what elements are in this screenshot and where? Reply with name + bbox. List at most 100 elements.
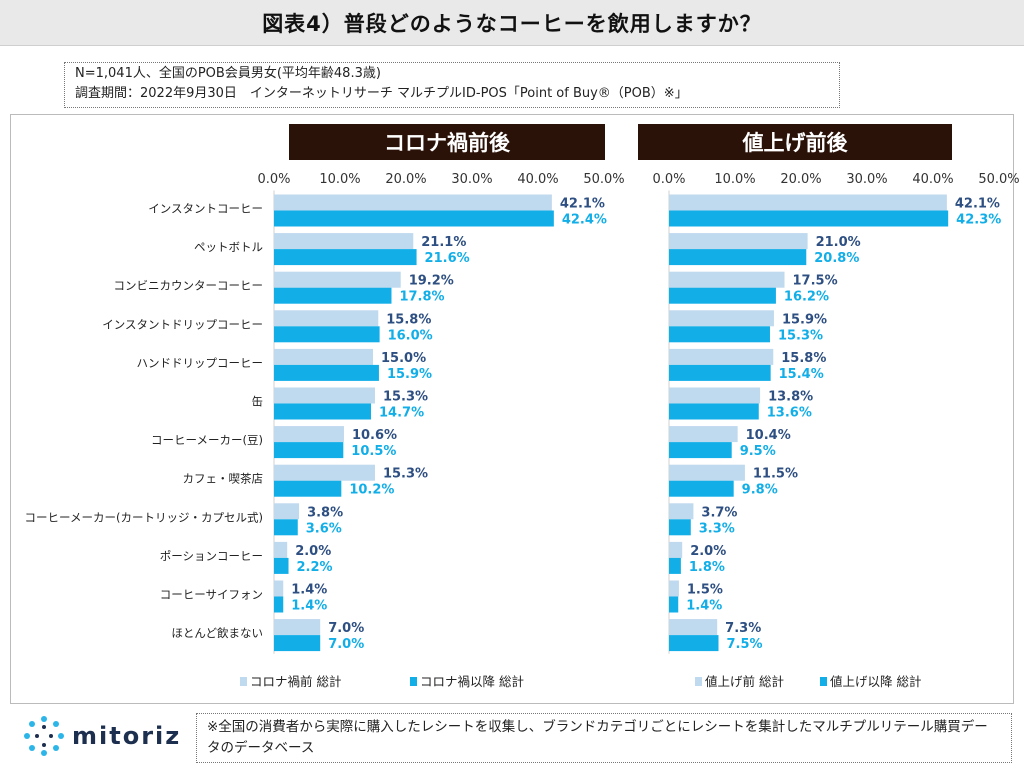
x-tick-label: 40.0% <box>517 172 558 187</box>
data-label: 3.6% <box>306 521 342 536</box>
data-label: 7.5% <box>727 637 763 652</box>
bar-after <box>274 403 372 420</box>
bar-before <box>274 541 288 558</box>
data-label: 15.8% <box>781 351 826 366</box>
bar-after <box>274 326 380 343</box>
bar-before <box>669 580 679 597</box>
data-label: 15.3% <box>383 467 428 482</box>
bar-before <box>669 194 947 211</box>
bar-after <box>274 596 284 613</box>
category-label: ハンドドリップコーヒー <box>137 356 264 370</box>
bar-after <box>669 557 681 574</box>
category-label: ペットボトル <box>194 240 263 254</box>
bar-after <box>274 210 554 227</box>
data-label: 17.5% <box>793 274 838 289</box>
data-label: 15.3% <box>778 328 823 343</box>
data-label: 1.8% <box>689 560 725 575</box>
x-tick-label: 30.0% <box>451 172 492 187</box>
bar-after <box>274 557 289 574</box>
bar-before <box>669 619 718 636</box>
data-label: 7.0% <box>328 637 364 652</box>
x-tick-label: 50.0% <box>978 172 1019 187</box>
data-label: 11.5% <box>753 467 798 482</box>
footnote: ※全国の消費者から実際に購入したレシートを収集し、ブランドカテゴリごとにレシート… <box>196 713 1012 763</box>
data-label: 19.2% <box>409 274 454 289</box>
bar-before <box>669 541 683 558</box>
data-label: 9.8% <box>742 483 778 498</box>
data-label: 15.9% <box>387 367 432 382</box>
panel-title: 値上げ前後 <box>742 131 849 155</box>
data-label: 14.7% <box>379 406 424 421</box>
data-label: 42.4% <box>562 213 607 228</box>
bar-before <box>669 348 774 365</box>
bar-after <box>669 249 807 266</box>
legend-swatch <box>820 677 827 686</box>
legend-swatch <box>240 677 247 686</box>
bar-before <box>274 580 284 597</box>
data-label: 10.2% <box>349 483 394 498</box>
data-label: 3.3% <box>699 521 735 536</box>
bar-before <box>274 348 373 365</box>
bar-before <box>669 387 761 404</box>
bar-after <box>274 635 321 652</box>
bar-after <box>669 442 732 459</box>
legend-entry: 値上げ以降 総計 <box>830 674 921 689</box>
bar-after <box>669 635 719 652</box>
data-label: 2.0% <box>690 544 726 559</box>
legend-swatch <box>695 677 702 686</box>
legend-entry: コロナ禍以降 総計 <box>420 674 524 689</box>
bar-before <box>669 271 785 288</box>
x-tick-label: 10.0% <box>714 172 755 187</box>
data-label: 1.5% <box>687 583 723 598</box>
mitoriz-logo: mitoriz <box>22 712 182 760</box>
x-tick-label: 0.0% <box>652 172 685 187</box>
data-label: 13.6% <box>767 406 812 421</box>
data-label: 2.2% <box>297 560 333 575</box>
data-label: 16.2% <box>784 290 829 305</box>
data-label: 7.0% <box>328 621 364 636</box>
data-label: 10.5% <box>351 444 396 459</box>
bar-after <box>669 287 776 304</box>
data-label: 42.3% <box>956 213 1001 228</box>
category-label: ほとんど飲まない <box>171 626 263 640</box>
panel-title: コロナ禍前後 <box>384 131 511 155</box>
x-tick-label: 10.0% <box>319 172 360 187</box>
category-label: 缶 <box>252 395 264 409</box>
bar-after <box>274 480 342 497</box>
bar-after <box>669 403 759 420</box>
data-label: 7.3% <box>725 621 761 636</box>
bar-after <box>669 519 691 536</box>
category-label: カフェ・喫茶店 <box>183 472 264 486</box>
survey-note-line-2: 調査期間：2022年9月30日 インターネットリサーチ マルチプルID-POS「… <box>75 86 688 101</box>
chart-canvas: インスタントコーヒーペットボトルコンビニカウンターコーヒーインスタントドリップコ… <box>24 124 1020 689</box>
data-label: 3.7% <box>701 505 737 520</box>
data-label: 15.3% <box>383 390 428 405</box>
bar-after <box>669 364 771 381</box>
bar-before <box>669 426 738 443</box>
x-tick-label: 20.0% <box>780 172 821 187</box>
bar-before <box>274 233 414 250</box>
bar-after <box>274 249 417 266</box>
category-label: コーヒーメーカー(豆) <box>151 433 263 447</box>
bar-before <box>669 233 808 250</box>
data-label: 10.6% <box>352 428 397 443</box>
bar-after <box>274 519 298 536</box>
bar-before <box>274 310 379 327</box>
data-label: 15.9% <box>782 312 827 327</box>
bar-before <box>274 619 321 636</box>
bar-after <box>274 287 392 304</box>
data-label: 20.8% <box>814 251 859 266</box>
data-label: 15.4% <box>779 367 824 382</box>
data-label: 3.8% <box>307 505 343 520</box>
panel-header <box>289 124 605 160</box>
survey-note-line-1: N=1,041人、全国のPOB会員男女(平均年齢48.3歳) <box>75 66 381 81</box>
bar-before <box>669 310 774 327</box>
data-label: 16.0% <box>388 328 433 343</box>
bar-before <box>274 426 344 443</box>
data-label: 10.4% <box>746 428 791 443</box>
bar-after <box>669 480 734 497</box>
bar-before <box>274 194 552 211</box>
category-label: インスタントコーヒー <box>148 202 263 216</box>
page-title: 図表4）普段どのようなコーヒーを飲用しますか？ <box>0 0 1024 46</box>
data-label: 1.4% <box>291 599 327 614</box>
